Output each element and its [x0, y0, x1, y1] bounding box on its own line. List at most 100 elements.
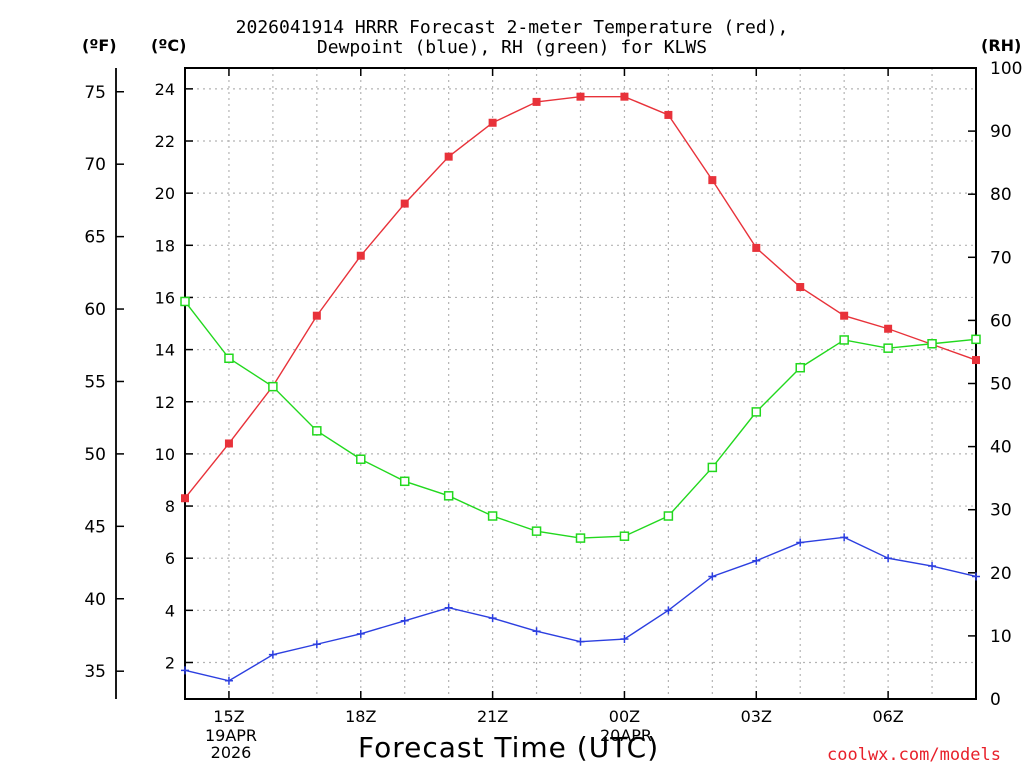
fahrenheit-tick-label: 60 [84, 300, 106, 320]
dewpoint-point [620, 635, 629, 644]
relative-humidity-point [312, 426, 322, 436]
rh-tick-label: 60 [990, 311, 1012, 331]
relative-humidity-point [927, 338, 937, 349]
fahrenheit-tick-label: 75 [84, 83, 106, 103]
rh-tick-label: 10 [990, 627, 1012, 647]
title-line-2: Dewpoint (blue), RH (green) for KLWS [316, 37, 708, 58]
rh-tick-label: 50 [990, 375, 1012, 395]
celsius-tick-label: 20 [155, 184, 175, 203]
celsius-tick-label: 22 [155, 132, 175, 151]
dewpoint-point [224, 676, 233, 685]
relative-humidity-point [795, 362, 805, 373]
x-axis-label: Forecast Time (UTC) [358, 731, 660, 764]
temperature-point [488, 118, 497, 127]
temperature-point [664, 110, 673, 119]
temperature-point [840, 311, 849, 320]
relative-humidity-point [268, 381, 278, 392]
celsius-tick-label: 18 [155, 236, 175, 255]
relative-humidity-point [180, 296, 190, 307]
plot-frame [184, 67, 977, 700]
x-tick-label: 03Z [741, 707, 772, 726]
relative-humidity-point [531, 526, 542, 536]
fahrenheit-tick-label: 55 [84, 372, 106, 392]
dewpoint-point [664, 606, 673, 615]
relative-humidity-point [619, 531, 630, 541]
rh-tick-label: 30 [990, 501, 1012, 521]
fahrenheit-tick-label: 65 [84, 228, 106, 248]
rh-tick-label: 20 [990, 564, 1012, 584]
relative-humidity-point [707, 462, 718, 473]
fahrenheit-tick-label: 50 [84, 445, 106, 465]
temperature-point [444, 152, 453, 161]
temperature-point [752, 243, 761, 252]
temperature-point [400, 199, 409, 208]
rh-tick-label: 90 [990, 122, 1012, 142]
rh-tick-label: 80 [990, 185, 1012, 205]
x-tick-label: 06Z [872, 707, 903, 726]
temperature-point [708, 176, 717, 185]
temperature-point [620, 92, 629, 101]
relative-humidity-point [751, 407, 762, 417]
dewpoint-point [356, 629, 365, 638]
dewpoint-point [708, 572, 717, 581]
dewpoint-point [884, 554, 893, 563]
dewpoint-point [972, 572, 980, 581]
relative-humidity-point [487, 511, 498, 521]
fahrenheit-tick-label: 70 [84, 155, 106, 175]
celsius-tick-label: 14 [155, 341, 175, 360]
start-date-label: 19APR 2026 [191, 727, 271, 761]
dewpoint-point [400, 616, 409, 625]
credit-label: coolwx.com/models [827, 745, 1001, 765]
relative-humidity-point [883, 343, 893, 353]
fahrenheit-unit-label: (ºF) [82, 36, 117, 55]
temperature-point [312, 311, 321, 320]
dewpoint-point [488, 614, 497, 623]
celsius-tick-label: 4 [165, 601, 175, 620]
relative-humidity-point [663, 511, 674, 521]
rh-unit-label: (RH) [981, 36, 1022, 55]
relative-humidity-point [224, 353, 234, 364]
temperature-point [224, 439, 233, 448]
celsius-tick-label: 24 [155, 80, 175, 99]
temperature-point [181, 494, 189, 503]
chart-title: 2026041914 HRRR Forecast 2-meter Tempera… [0, 18, 1024, 58]
x-tick-label: 18Z [345, 707, 376, 726]
fahrenheit-tick-label: 35 [84, 662, 106, 682]
dewpoint-point [444, 603, 453, 612]
relative-humidity-point [399, 476, 410, 487]
dewpoint-point [312, 640, 321, 649]
x-tick-label: 00Z [609, 707, 640, 726]
mid-date-label: 20APR [599, 726, 653, 745]
relative-humidity-point [356, 454, 366, 464]
relative-humidity-point [839, 335, 849, 345]
celsius-tick-label: 16 [155, 288, 175, 307]
relative-humidity-point [971, 334, 981, 345]
celsius-tick-label: 2 [165, 653, 175, 672]
dewpoint-point [576, 637, 585, 646]
rh-tick-label: 40 [990, 438, 1012, 458]
celsius-tick-label: 10 [155, 445, 175, 464]
dewpoint-point [532, 627, 541, 636]
rh-tick-label: 70 [990, 248, 1012, 268]
temperature-point [972, 356, 980, 365]
dewpoint-point [928, 562, 937, 571]
title-line-1: 2026041914 HRRR Forecast 2-meter Tempera… [235, 17, 789, 38]
celsius-tick-label: 12 [155, 393, 175, 412]
start-date-day: 19APR [204, 726, 258, 745]
relative-humidity-point [443, 491, 454, 501]
dewpoint-point [268, 650, 277, 659]
dewpoint-point [181, 666, 189, 675]
temperature-point [884, 324, 893, 333]
celsius-tick-label: 8 [165, 497, 175, 516]
temperature-point [532, 97, 541, 106]
dewpoint-point [796, 538, 805, 547]
rh-tick-label: 100 [990, 59, 1022, 79]
dewpoint-point [752, 556, 761, 565]
temperature-point [576, 92, 585, 101]
x-tick-label: 21Z [477, 707, 508, 726]
celsius-unit-label: (ºC) [151, 36, 187, 55]
fahrenheit-tick-label: 40 [84, 590, 106, 610]
rh-tick-label: 0 [990, 690, 1001, 710]
x-tick-label: 15Z [213, 707, 244, 726]
